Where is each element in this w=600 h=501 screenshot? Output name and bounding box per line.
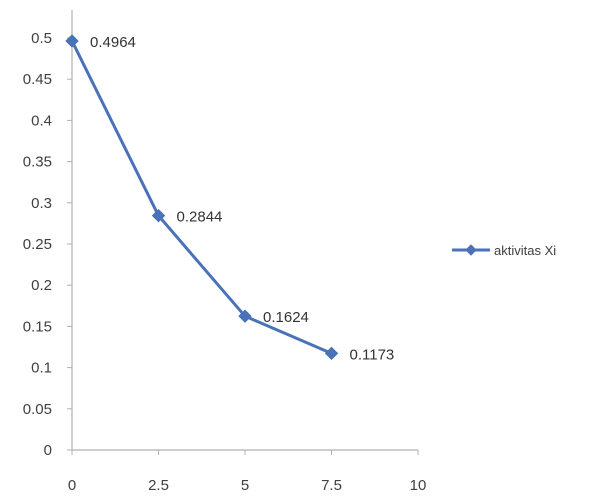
y-tick-label: 0.25 [23, 236, 52, 253]
y-tick-label: 0.3 [31, 195, 52, 212]
y-tick-label: 0.35 [23, 154, 52, 171]
legend: aktivitas Xi [452, 243, 556, 258]
axes [67, 10, 419, 455]
x-tick-label: 2.5 [148, 477, 169, 494]
data-label: 0.2844 [177, 209, 223, 226]
y-tick-label: 0.4 [31, 112, 52, 129]
series-layer [65, 34, 339, 361]
y-tick-label: 0.45 [23, 71, 52, 88]
x-tick-label: 0 [68, 477, 76, 494]
y-tick-label: 0.15 [23, 318, 52, 335]
series-line [70, 39, 333, 355]
data-point-marker [324, 346, 339, 361]
x-tick-label: 10 [410, 477, 427, 494]
data-labels: 0.4964 0.2844 0.1624 0.1173 [90, 34, 394, 363]
y-tick-label: 0.1 [31, 360, 52, 377]
data-label: 0.4964 [90, 34, 136, 51]
y-tick-label: 0.5 [31, 30, 52, 47]
y-tick-label: 0.05 [23, 401, 52, 418]
legend-label: aktivitas Xi [494, 243, 556, 258]
data-point-marker [151, 208, 166, 223]
x-tick-label: 5 [241, 477, 249, 494]
data-point-marker [65, 34, 79, 48]
tick-labels: 0 0.05 0.1 0.15 0.2 0.25 0.3 0.35 0.4 0.45 0.5 0 2.5… [23, 30, 427, 494]
x-tick-label: 7.5 [321, 477, 342, 494]
data-label: 0.1624 [263, 309, 309, 326]
y-tick-label: 0 [44, 442, 52, 459]
legend-marker [465, 244, 477, 256]
data-point-marker [238, 309, 252, 323]
data-label: 0.1173 [350, 346, 395, 363]
y-tick-label: 0.2 [31, 277, 52, 294]
